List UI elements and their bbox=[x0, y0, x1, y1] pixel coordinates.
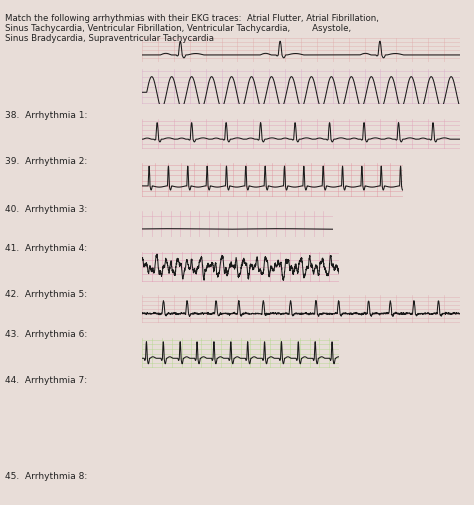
Text: 39.  Arrhythmia 2:: 39. Arrhythmia 2: bbox=[5, 157, 87, 166]
Text: Sinus Bradycardia, Supraventricular Tachycardia: Sinus Bradycardia, Supraventricular Tach… bbox=[5, 34, 214, 43]
Text: 42.  Arrhythmia 5:: 42. Arrhythmia 5: bbox=[5, 289, 87, 298]
Text: 38.  Arrhythmia 1:: 38. Arrhythmia 1: bbox=[5, 111, 87, 120]
Text: 40.  Arrhythmia 3:: 40. Arrhythmia 3: bbox=[5, 205, 87, 214]
Text: Match the following arrhythmias with their EKG traces:  Atrial Flutter, Atrial F: Match the following arrhythmias with the… bbox=[5, 14, 379, 23]
Text: 41.  Arrhythmia 4:: 41. Arrhythmia 4: bbox=[5, 244, 87, 253]
Text: Sinus Tachycardia, Ventricular Fibrillation, Ventricular Tachycardia,        Asy: Sinus Tachycardia, Ventricular Fibrillat… bbox=[5, 24, 351, 33]
Text: 45.  Arrhythmia 8:: 45. Arrhythmia 8: bbox=[5, 471, 87, 480]
Text: 44.  Arrhythmia 7:: 44. Arrhythmia 7: bbox=[5, 375, 87, 384]
Text: 43.  Arrhythmia 6:: 43. Arrhythmia 6: bbox=[5, 330, 87, 339]
